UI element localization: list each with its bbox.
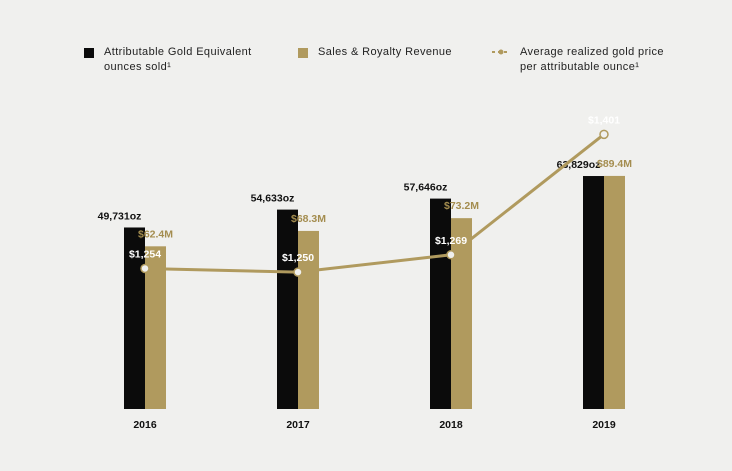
ounces-bar [430, 198, 451, 409]
legend-item-revenue: Sales & Royalty Revenue [298, 45, 452, 60]
x-tick-label: 2017 [286, 419, 310, 431]
revenue-bar [604, 175, 625, 409]
price-data-label: $1,269 [435, 235, 467, 247]
legend-swatch-ounces [84, 48, 94, 58]
price-line [144, 133, 605, 274]
legend-swatch-revenue [298, 48, 308, 58]
revenue-data-label: $62.4M [138, 228, 173, 240]
revenue-bar [298, 230, 319, 409]
revenue-data-label: $73.2M [444, 200, 479, 212]
legend-line-marker-icon [492, 49, 510, 55]
legend-label-revenue: Sales & Royalty Revenue [318, 46, 452, 58]
price-data-label: $1,250 [282, 252, 314, 264]
revenue-bar [145, 246, 166, 409]
ounces-bar [277, 209, 298, 409]
price-point [293, 267, 303, 277]
price-point [140, 263, 150, 274]
legend-item-ounces: Attributable Gold Equivalent ounces sold… [84, 45, 252, 75]
legend-item-price: Average realized gold price per attribut… [492, 45, 664, 75]
revenue-data-label: $89.4M [597, 158, 632, 170]
ounces-bar [124, 227, 145, 409]
x-tick-label: 2016 [133, 419, 157, 431]
price-point [599, 129, 609, 140]
x-tick-label: 2019 [592, 419, 616, 431]
ounces-data-label: 54,633oz [251, 193, 295, 205]
x-tick-label: 2018 [439, 419, 463, 431]
ounces-bar [583, 176, 604, 409]
ounces-data-label: 57,646oz [404, 182, 448, 194]
legend-label-ounces: Attributable Gold Equivalent ounces sold… [104, 46, 252, 73]
price-data-label: $1,401 [588, 114, 620, 126]
legend-label-price: Average realized gold price per attribut… [520, 46, 664, 73]
price-data-label: $1,254 [129, 248, 161, 260]
revenue-bar [451, 218, 472, 409]
revenue-data-label: $68.3M [291, 213, 326, 225]
ounces-data-label: 49,731oz [98, 210, 142, 222]
price-point [446, 250, 456, 260]
